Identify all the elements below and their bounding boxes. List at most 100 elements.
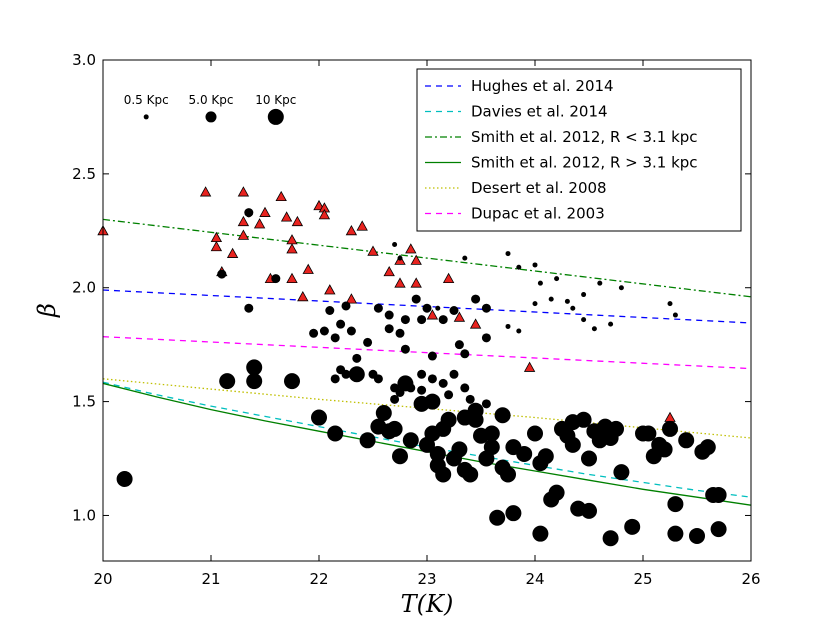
- x-tick-label: 22: [309, 570, 328, 588]
- point-large: [246, 373, 263, 390]
- point-large: [348, 366, 365, 383]
- point-large: [527, 425, 543, 442]
- point-large: [489, 509, 506, 526]
- point-medium: [449, 369, 459, 379]
- point-medium: [309, 328, 319, 338]
- point-medium: [449, 306, 459, 315]
- triangle-point: [405, 243, 417, 254]
- point-large: [467, 402, 484, 419]
- point-large: [397, 375, 414, 392]
- point-medium: [438, 315, 448, 325]
- point-small: [570, 305, 576, 311]
- legend-label-0: Hughes et al. 2014: [471, 77, 614, 95]
- point-large: [246, 359, 263, 376]
- triangle-point: [410, 254, 422, 265]
- point-medium: [460, 383, 470, 393]
- point-small: [462, 255, 468, 261]
- point-large: [678, 432, 695, 449]
- x-axis-title: T(K): [401, 590, 454, 618]
- point-medium: [384, 310, 394, 320]
- point-medium: [481, 333, 491, 343]
- point-small: [392, 241, 398, 247]
- point-medium: [417, 385, 427, 395]
- triangle-point: [318, 209, 331, 220]
- point-large: [494, 407, 511, 424]
- point-small: [397, 255, 403, 261]
- triangle-point: [286, 272, 298, 284]
- point-large: [311, 409, 327, 426]
- triangle-point: [367, 245, 379, 256]
- triangle-point: [410, 277, 422, 288]
- x-tick-label: 20: [93, 570, 112, 588]
- point-small: [548, 296, 554, 302]
- point-small: [597, 280, 603, 286]
- legend-label-5: Dupac et al. 2003: [471, 205, 605, 223]
- point-medium: [400, 344, 410, 354]
- legend-box: [416, 68, 742, 232]
- triangle-point: [356, 220, 368, 231]
- triangle-point: [302, 263, 314, 274]
- point-medium: [395, 328, 405, 338]
- point-large: [581, 502, 597, 519]
- point-large: [667, 496, 684, 513]
- point-medium: [454, 340, 464, 350]
- point-large: [656, 441, 673, 458]
- point-large: [483, 425, 500, 442]
- point-large: [429, 445, 446, 462]
- point-medium: [325, 306, 335, 315]
- triangle-point: [297, 291, 309, 302]
- point-medium: [411, 294, 421, 304]
- data-points: [97, 186, 727, 547]
- triangle-point: [426, 309, 439, 320]
- triangle-point: [253, 218, 266, 229]
- triangle-point: [345, 224, 358, 236]
- triangle-point: [286, 243, 298, 254]
- x-tick-label: 21: [201, 570, 220, 588]
- point-medium: [352, 353, 362, 363]
- triangle-point: [324, 284, 336, 295]
- point-large: [640, 425, 657, 442]
- point-large: [116, 471, 133, 488]
- triangle-point: [226, 247, 239, 258]
- point-medium: [422, 303, 432, 313]
- point-large: [564, 436, 581, 453]
- point-small: [516, 264, 522, 270]
- triangle-point: [664, 411, 676, 422]
- legend: Hughes et al. 2014 Davies et al. 2014 Smit…: [416, 68, 742, 232]
- point-medium: [336, 319, 346, 329]
- point-small: [532, 301, 538, 307]
- point-medium: [471, 294, 481, 304]
- point-large: [451, 441, 468, 458]
- y-axis-title: β: [33, 303, 61, 318]
- y-tick-label: 3.0: [72, 51, 96, 69]
- point-large: [327, 425, 344, 442]
- legend-label-2: Smith et al. 2012, R < 3.1 kpc: [471, 128, 698, 146]
- point-small: [435, 305, 441, 311]
- point-medium: [427, 374, 437, 384]
- triangle-point: [237, 186, 250, 197]
- model-line-2: [103, 218, 751, 298]
- point-small: [672, 312, 678, 318]
- point-medium: [444, 390, 454, 400]
- point-large: [689, 527, 705, 544]
- triangle-point: [442, 272, 455, 284]
- legend-label-1: Davies et al. 2014: [471, 103, 608, 121]
- point-large: [483, 439, 500, 456]
- point-medium: [465, 394, 475, 404]
- y-tick-label: 2.5: [72, 165, 96, 183]
- point-medium: [373, 303, 383, 313]
- triangle-point: [469, 318, 482, 329]
- point-large: [608, 420, 624, 437]
- point-small: [537, 280, 543, 286]
- point-small: [581, 292, 587, 298]
- point-medium: [217, 269, 227, 279]
- point-large: [662, 420, 678, 437]
- point-large: [710, 521, 727, 538]
- point-small: [618, 285, 624, 291]
- point-medium: [244, 208, 254, 218]
- triangle-point: [275, 190, 287, 202]
- point-large: [575, 411, 592, 428]
- axis-ticks: 20 21 22 23 24 25 26 1.0 1.5 2.0 2.5 3.0: [72, 51, 760, 588]
- size-key-label: 10 Kpc: [255, 93, 296, 107]
- size-key-marker-large: [267, 108, 284, 125]
